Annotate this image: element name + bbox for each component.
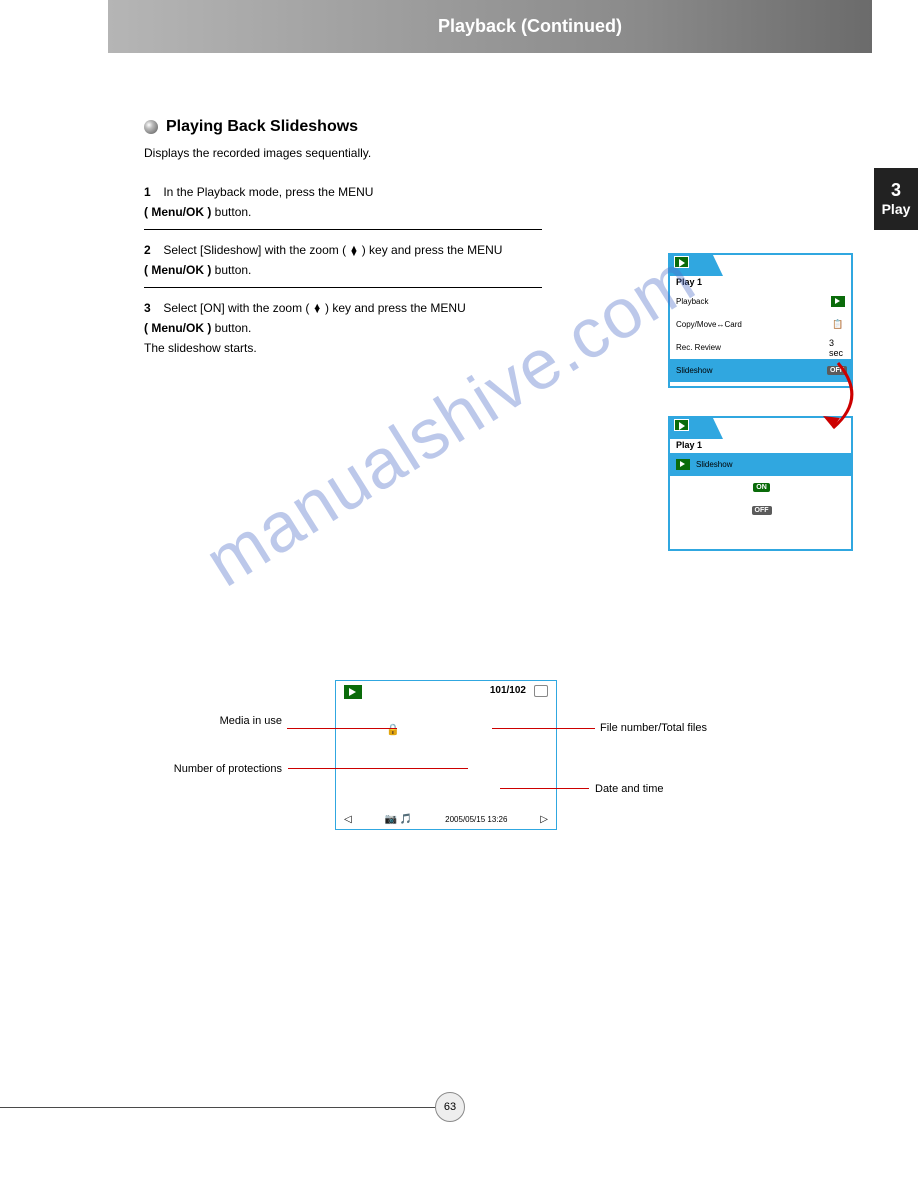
step-text: button.	[215, 205, 252, 219]
step-text: The slideshow starts.	[144, 341, 257, 355]
menu-tab	[668, 253, 723, 276]
header-bar: Playback (Continued)	[108, 0, 872, 53]
callout-filenum: File number/Total files	[600, 721, 707, 735]
divider	[144, 287, 542, 288]
section-title: Playing Back Slideshows	[166, 118, 358, 136]
menu-row: Playback	[670, 290, 851, 313]
on-badge: ON	[753, 483, 770, 492]
step-text: In the Playback mode, press the MENU	[163, 185, 373, 199]
menu-ok-label: ( Menu/OK )	[144, 321, 211, 335]
step-num: 1	[144, 182, 160, 202]
menu-ok-label: ( Menu/OK )	[144, 263, 211, 277]
footer-rule	[0, 1107, 450, 1108]
playback-icon	[829, 295, 847, 309]
menu-tab	[668, 416, 723, 439]
row-label: Slideshow	[696, 460, 847, 469]
play-icon	[344, 685, 362, 699]
updown-icon	[349, 246, 358, 255]
nav-right-icon: ▷	[540, 814, 548, 825]
step-3: 3 Select [ON] with the zoom ( ) key and …	[144, 298, 549, 359]
menu-body: Slideshow ON OFF	[670, 453, 851, 548]
row-label: Playback	[676, 297, 829, 306]
tab-label: Play 1	[676, 277, 702, 287]
lcd-footer: ◁ 📷 🎵 2005/05/15 13:26 ▷	[336, 814, 556, 825]
step-text: ) key and press the MENU	[325, 301, 466, 315]
row-value: 3 sec	[829, 341, 847, 355]
play-icon	[674, 256, 689, 268]
menu-row: Copy/Move↔Card 📋	[670, 313, 851, 336]
page-number: 63	[435, 1092, 465, 1122]
callout-line	[288, 768, 468, 769]
step-num: 3	[144, 298, 160, 318]
menu-row-header: Slideshow	[670, 453, 851, 476]
steps-list: 1 In the Playback mode, press the MENU (…	[144, 182, 549, 365]
callout-line	[492, 728, 595, 729]
menu-ok-label: ( Menu/OK )	[144, 205, 211, 219]
row-label: Rec. Review	[676, 343, 829, 352]
bullet-icon	[144, 120, 158, 134]
callout-line	[287, 728, 397, 729]
card-icon	[534, 685, 548, 697]
step-2: 2 Select [Slideshow] with the zoom ( ) k…	[144, 240, 549, 281]
step-text: button.	[215, 321, 252, 335]
tab-label: Play 1	[676, 440, 702, 450]
callout-protections: Number of protections	[170, 762, 282, 776]
copy-icon: 📋	[829, 318, 847, 332]
slideshow-icon	[676, 459, 690, 470]
header-title: Playback (Continued)	[438, 16, 622, 37]
step-num: 2	[144, 240, 160, 260]
camera-icon: 📷 🎵	[385, 814, 413, 825]
callout-line	[500, 788, 589, 789]
side-tab: 3 Play	[874, 168, 918, 230]
callout-datetime: Date and time	[595, 782, 663, 796]
play-icon	[674, 419, 689, 431]
file-count: 101/102	[490, 685, 526, 696]
step-text: button.	[215, 263, 252, 277]
row-label: Slideshow	[676, 366, 827, 375]
updown-icon	[313, 304, 322, 313]
step-text: ) key and press the MENU	[362, 243, 503, 257]
divider	[144, 229, 542, 230]
lcd-display: 101/102 🔒 ◁ 📷 🎵 2005/05/15 13:26 ▷	[335, 680, 557, 830]
protect-icon: 🔒	[386, 723, 400, 736]
callout-media: Media in use	[170, 714, 282, 728]
menu-row: ON	[670, 476, 851, 499]
side-tab-label: Play	[882, 201, 911, 218]
arrow-icon	[818, 358, 868, 438]
step-1: 1 In the Playback mode, press the MENU (…	[144, 182, 549, 223]
date-time: 2005/05/15 13:26	[445, 815, 507, 824]
step-text: Select [Slideshow] with the zoom (	[163, 243, 346, 257]
step-text: Select [ON] with the zoom (	[163, 301, 309, 315]
off-badge: OFF	[752, 506, 772, 515]
menu-row: OFF	[670, 499, 851, 522]
section-heading: Playing Back Slideshows	[144, 118, 834, 136]
menu-row: Rec. Review 3 sec	[670, 336, 851, 359]
row-label: Copy/Move↔Card	[676, 320, 829, 329]
side-tab-num: 3	[891, 180, 901, 202]
section-description: Displays the recorded images sequentiall…	[144, 144, 834, 162]
nav-left-icon: ◁	[344, 814, 352, 825]
